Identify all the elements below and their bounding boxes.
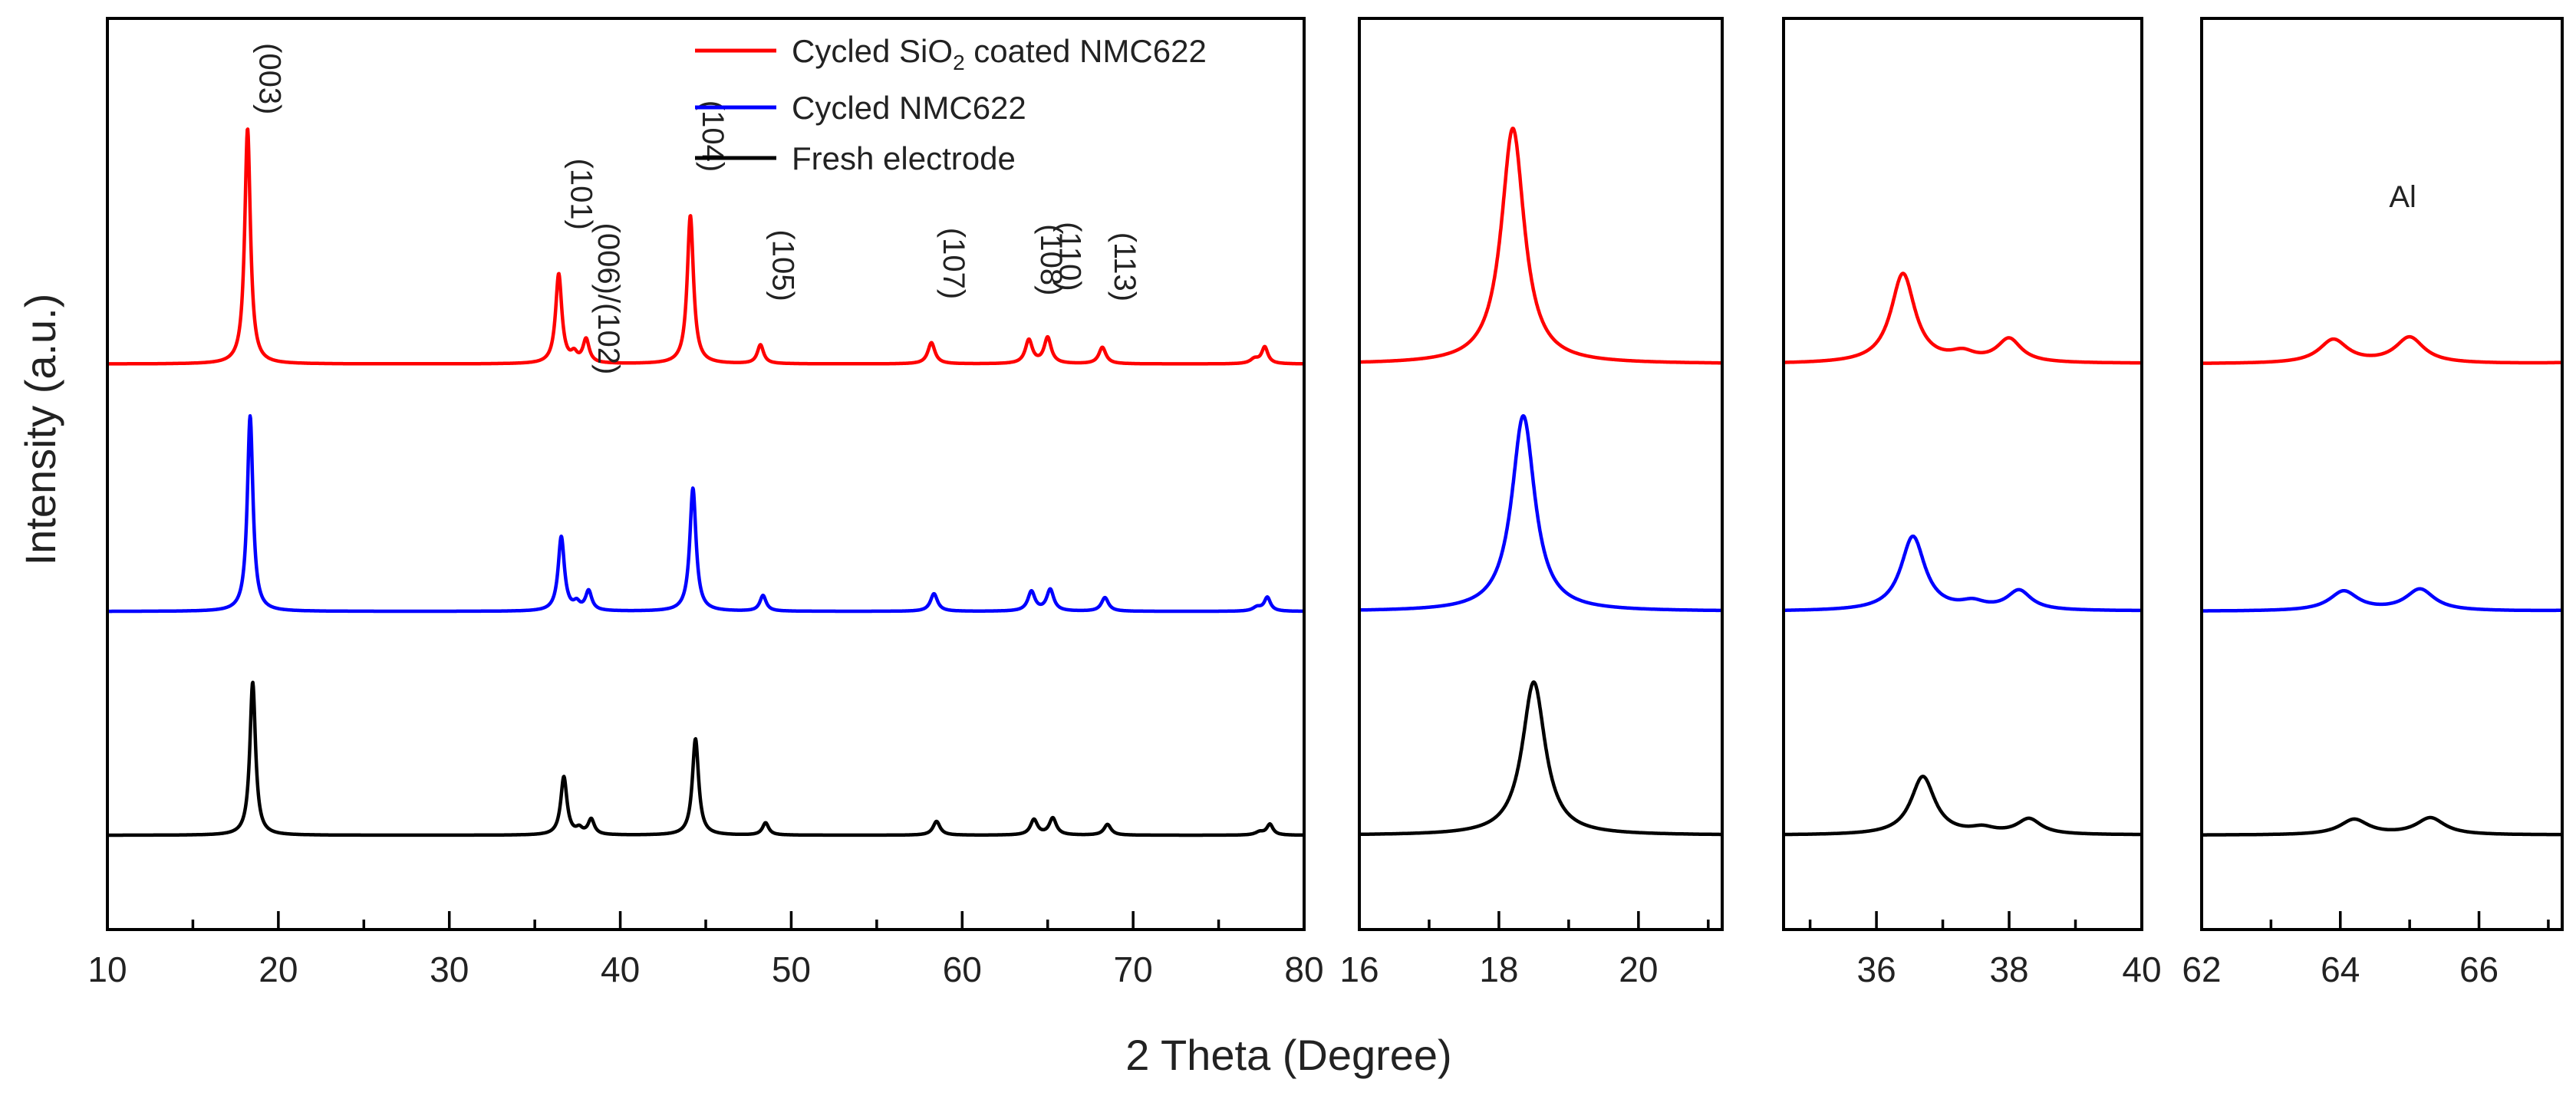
legend-label-0: Cycled SiO2 coated NMC622 — [792, 33, 1207, 74]
peak-label-0: (003) — [253, 43, 287, 114]
panel-full: 10 20 30 40 50 60 70 80 (003) (101)(006)/(102) (10… — [87, 17, 1324, 989]
tick-label-full-60: 60 — [943, 949, 982, 989]
series-line-zoom-003-2 — [1359, 680, 1722, 837]
tick-label-zoom-108-66: 66 — [2459, 949, 2499, 989]
annotation-zoom-108-0: Al — [2389, 180, 2416, 214]
peak-label-3: (104) — [696, 100, 730, 172]
peak-label-8: (113) — [1108, 232, 1141, 301]
y-axis-title: Intensity (a.u.) — [16, 294, 64, 566]
tick-label-zoom-108-64: 64 — [2321, 949, 2360, 989]
series-line-zoom-003-0 — [1359, 127, 1722, 365]
series-line-full-2 — [107, 680, 1304, 838]
tick-label-zoom-003-18: 18 — [1479, 949, 1518, 989]
legend-label-2: Fresh electrode — [792, 140, 1016, 176]
frame-zoom-101 — [1782, 17, 2143, 931]
tick-label-zoom-101-36: 36 — [1856, 949, 1896, 989]
series-line-zoom-108-0 — [2202, 334, 2562, 365]
traces-zoom-003 — [1359, 127, 1722, 837]
tick-label-zoom-101-38: 38 — [1989, 949, 2028, 989]
peak-label-5: (107) — [937, 228, 970, 299]
panel-zoom-108: 62 64 66 Al — [2182, 17, 2564, 989]
peak-label-7: (110) — [1053, 222, 1087, 291]
legend: Cycled SiO2 coated NMC622 Cycled NMC622 Fr… — [695, 33, 1207, 176]
series-line-zoom-003-1 — [1359, 413, 1722, 613]
panel-zoom-003: 16 18 20 — [1339, 17, 1724, 989]
tick-label-zoom-108-62: 62 — [2182, 949, 2221, 989]
plot-panels: 10 20 30 40 50 60 70 80 (003) (101)(006)/(102) (10… — [87, 17, 2564, 989]
peak-label-1: (101) — [564, 159, 598, 230]
peak-label-4: (105) — [766, 229, 799, 301]
peak-label-2: (006)/(102) — [591, 223, 625, 375]
traces-full — [107, 127, 1304, 838]
tick-label-full-80: 80 — [1284, 949, 1323, 989]
frame-zoom-108 — [2200, 17, 2564, 931]
tick-label-zoom-003-16: 16 — [1339, 949, 1379, 989]
tick-label-full-20: 20 — [259, 949, 298, 989]
legend-label-1: Cycled NMC622 — [792, 90, 1026, 126]
tick-label-full-50: 50 — [772, 949, 811, 989]
panel-zoom-101: 36 38 40 — [1782, 17, 2162, 989]
series-line-full-1 — [107, 414, 1304, 614]
series-line-full-0 — [107, 127, 1304, 366]
tick-label-zoom-101-40: 40 — [2122, 949, 2161, 989]
series-line-zoom-101-0 — [1784, 271, 2142, 365]
frame-zoom-003 — [1358, 17, 1724, 931]
peak-label-6: (108) — [1034, 224, 1068, 295]
series-line-zoom-108-1 — [2202, 587, 2562, 613]
tick-label-full-10: 10 — [87, 949, 127, 989]
tick-label-zoom-003-20: 20 — [1619, 949, 1658, 989]
x-axis-title: 2 Theta (Degree) — [1125, 1031, 1451, 1079]
traces-zoom-101 — [1784, 271, 2142, 837]
tick-label-full-30: 30 — [430, 949, 469, 989]
series-line-zoom-101-1 — [1784, 534, 2142, 613]
series-line-zoom-108-2 — [2202, 815, 2562, 837]
traces-zoom-108 — [2202, 334, 2562, 837]
tick-label-full-40: 40 — [601, 949, 640, 989]
series-line-zoom-101-2 — [1784, 775, 2142, 837]
tick-label-full-70: 70 — [1114, 949, 1153, 989]
